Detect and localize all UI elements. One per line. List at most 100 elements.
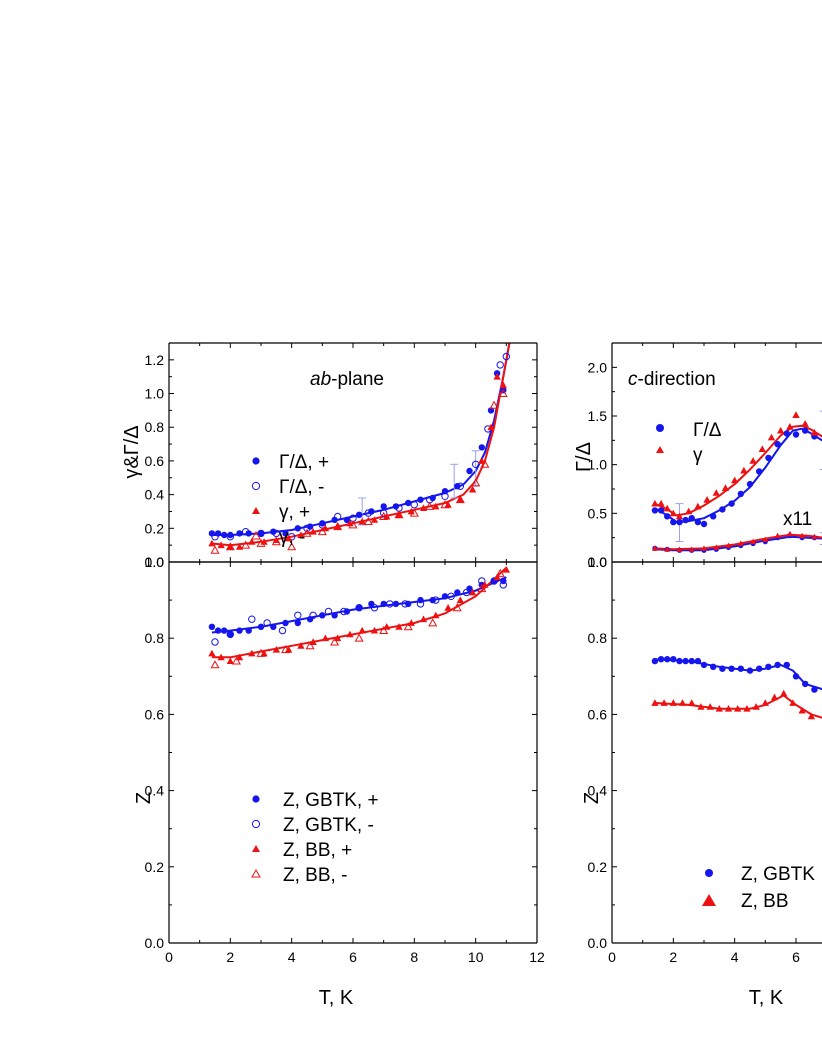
data-point (444, 501, 452, 508)
data-point (756, 468, 763, 475)
data-point (487, 423, 495, 431)
data-point (211, 533, 219, 541)
y-tick-label: 1.0 (588, 554, 608, 570)
data-point (282, 530, 289, 537)
ab-top-ylabel: γ&Γ/Δ (121, 425, 143, 478)
data-point (370, 626, 379, 634)
x-tick-label: 0 (165, 949, 173, 965)
y-tick-label: 0.4 (145, 487, 165, 503)
data-point (214, 627, 222, 634)
data-point (379, 625, 389, 634)
data-point (780, 689, 788, 697)
data-point (363, 516, 373, 525)
data-point (802, 680, 809, 688)
data-point (664, 513, 671, 520)
data-point (386, 600, 394, 608)
data-point (456, 496, 464, 503)
data-point (370, 604, 379, 612)
legend-label: γ, + (279, 502, 310, 523)
data-point (305, 641, 315, 650)
ab-bottom-ylabel: Z (133, 792, 155, 804)
x-tick-label: 10 (468, 949, 484, 965)
data-point (210, 545, 220, 554)
data-point (331, 516, 338, 524)
data-point (395, 623, 403, 630)
data-point (217, 653, 225, 661)
data-point (241, 540, 251, 549)
legend-label: Γ/Δ, + (279, 452, 329, 473)
y-tick-label: 0.0 (588, 935, 608, 951)
data-point (380, 503, 387, 510)
data-point (225, 542, 235, 551)
data-point (297, 642, 305, 649)
data-point (499, 581, 507, 589)
data-point (405, 499, 412, 507)
data-point (675, 512, 684, 520)
fit-curve (654, 424, 822, 517)
data-point (682, 657, 689, 665)
data-point (392, 600, 400, 608)
data-point (756, 665, 763, 672)
data-point (330, 637, 340, 646)
data-point (734, 705, 742, 712)
ab-plane-annotation: ab-plane (310, 369, 384, 390)
data-point (380, 600, 387, 608)
x-tick-label: 6 (792, 949, 800, 965)
data-point (468, 485, 477, 493)
data-point (651, 657, 659, 665)
data-point (257, 623, 265, 630)
fit-curve (211, 576, 507, 634)
data-point (368, 600, 375, 608)
data-point (495, 568, 505, 577)
data-point (410, 501, 418, 509)
data-point (792, 431, 800, 438)
data-point (319, 612, 326, 619)
data-point (715, 705, 723, 712)
data-point (419, 504, 428, 511)
data-point (664, 546, 671, 552)
data-point (664, 656, 671, 663)
data-point (242, 528, 250, 536)
data-point (432, 502, 440, 510)
data-point (441, 488, 449, 495)
error-bars-layer (358, 410, 822, 545)
data-point (762, 536, 769, 542)
data-point (728, 665, 735, 672)
data-point (468, 588, 477, 596)
data-point (678, 699, 687, 706)
data-point (428, 618, 438, 627)
data-point (355, 604, 363, 611)
data-point (346, 519, 354, 527)
data-point (676, 546, 683, 552)
legend-marker-gamma (656, 446, 664, 453)
data-point (490, 577, 498, 585)
data-point (676, 518, 683, 526)
legend-label: Z, GBTK, + (283, 790, 379, 811)
data-point (394, 510, 404, 519)
data-point (783, 661, 790, 669)
data-point (260, 649, 268, 657)
ab-bottom-legend: Z, GBTK, + Z, GBTK, - Z, BB, + Z, BB, - (251, 790, 379, 886)
data-point (260, 538, 268, 545)
data-point (713, 544, 720, 550)
data-point (271, 537, 281, 546)
data-point (208, 530, 216, 537)
x-tick-label: 6 (349, 949, 357, 965)
data-point (416, 600, 425, 608)
data-point (306, 616, 314, 623)
data-point (811, 686, 818, 693)
data-point (651, 499, 659, 507)
legend-marker-gamma-plus (252, 507, 260, 514)
data-point (663, 504, 671, 512)
data-point (676, 657, 683, 665)
data-point (740, 466, 748, 474)
data-point (302, 528, 312, 537)
data-point (425, 501, 435, 510)
y-tick-label: 0.5 (588, 505, 608, 521)
data-point (303, 524, 311, 532)
data-point (743, 705, 751, 712)
data-point (792, 673, 800, 680)
legend-marker-gamma-delta (656, 424, 664, 432)
y-tick-label: 0.8 (145, 630, 165, 646)
